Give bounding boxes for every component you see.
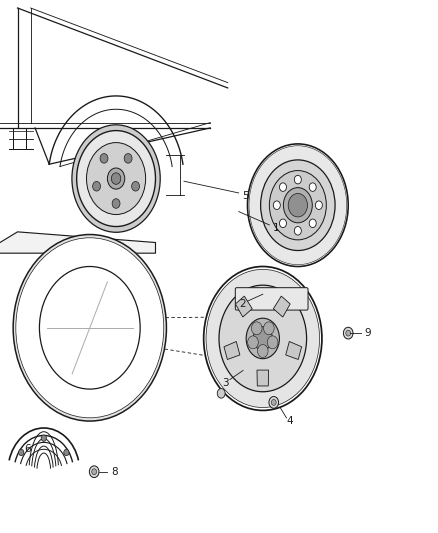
Text: 4: 4	[286, 416, 293, 426]
Circle shape	[111, 173, 121, 184]
Circle shape	[283, 188, 312, 223]
Circle shape	[100, 154, 108, 163]
Circle shape	[294, 227, 301, 235]
Circle shape	[64, 449, 69, 456]
Circle shape	[204, 266, 322, 410]
Circle shape	[247, 336, 258, 349]
Circle shape	[279, 219, 286, 228]
Circle shape	[279, 183, 286, 191]
Circle shape	[258, 344, 268, 358]
Circle shape	[294, 175, 301, 184]
Circle shape	[264, 322, 274, 335]
Polygon shape	[286, 342, 302, 359]
Text: 9: 9	[364, 328, 371, 338]
Polygon shape	[257, 370, 268, 386]
Text: 6: 6	[24, 444, 31, 454]
Polygon shape	[273, 296, 290, 317]
FancyBboxPatch shape	[235, 288, 308, 310]
Circle shape	[346, 330, 350, 336]
Circle shape	[249, 146, 347, 265]
Circle shape	[288, 193, 307, 217]
Polygon shape	[0, 232, 155, 253]
Circle shape	[217, 389, 225, 398]
Circle shape	[89, 466, 99, 478]
Circle shape	[132, 181, 140, 191]
Polygon shape	[224, 342, 240, 359]
Circle shape	[247, 144, 348, 266]
Circle shape	[251, 322, 262, 335]
Circle shape	[253, 327, 272, 350]
Circle shape	[13, 235, 166, 421]
Circle shape	[77, 131, 155, 227]
Circle shape	[87, 142, 145, 215]
Circle shape	[269, 171, 326, 240]
Circle shape	[41, 435, 46, 441]
Text: 2: 2	[239, 299, 246, 309]
Circle shape	[72, 125, 160, 232]
Circle shape	[112, 199, 120, 208]
Circle shape	[273, 201, 280, 209]
Circle shape	[107, 168, 125, 189]
Circle shape	[309, 219, 316, 228]
Circle shape	[309, 183, 316, 191]
Polygon shape	[235, 296, 252, 317]
Circle shape	[124, 154, 132, 163]
Circle shape	[18, 449, 24, 456]
Circle shape	[206, 269, 320, 408]
Circle shape	[246, 318, 279, 359]
Text: 3: 3	[222, 378, 229, 387]
Circle shape	[92, 181, 100, 191]
Circle shape	[343, 327, 353, 339]
Circle shape	[219, 285, 307, 392]
Text: 1: 1	[272, 223, 279, 233]
Text: 5: 5	[242, 191, 249, 201]
Circle shape	[271, 400, 276, 405]
Circle shape	[16, 238, 164, 418]
Circle shape	[269, 397, 279, 408]
Circle shape	[267, 336, 278, 349]
Text: 8: 8	[111, 467, 118, 477]
Circle shape	[261, 160, 335, 251]
Circle shape	[315, 201, 322, 209]
Circle shape	[39, 266, 140, 389]
Circle shape	[92, 469, 96, 474]
